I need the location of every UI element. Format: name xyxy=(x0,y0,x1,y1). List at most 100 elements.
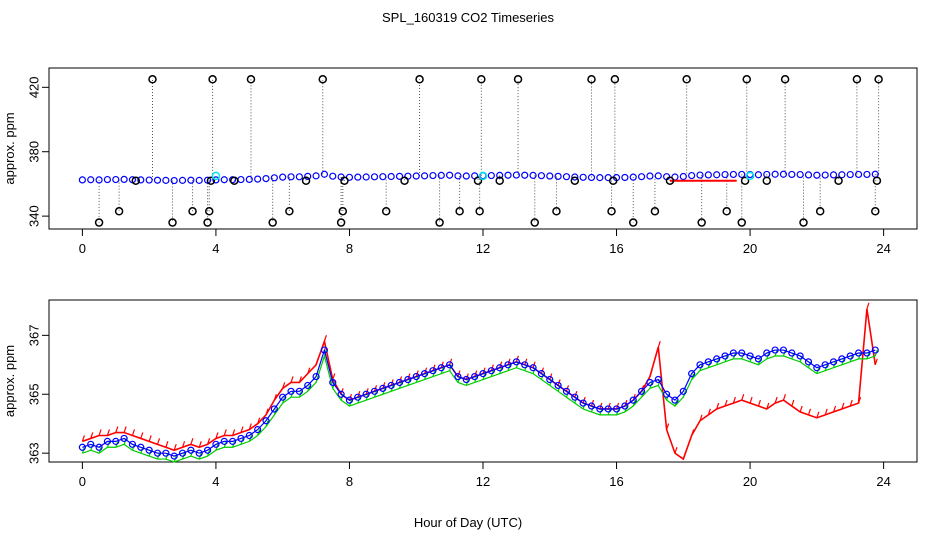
point-blue xyxy=(287,387,295,395)
spike-point xyxy=(762,176,772,185)
point-red xyxy=(106,429,110,436)
point-red xyxy=(774,396,778,404)
baseline-point xyxy=(295,173,303,181)
point-blue xyxy=(846,352,854,360)
bottom-y-tick-label: 365 xyxy=(26,383,41,405)
baseline-point xyxy=(78,176,86,184)
baseline-point xyxy=(420,172,429,180)
spike-point xyxy=(650,207,660,216)
baseline-point xyxy=(95,176,103,184)
spike-point xyxy=(415,75,424,84)
baseline-point xyxy=(863,170,871,179)
point-blue xyxy=(771,346,779,354)
baseline-point xyxy=(220,176,228,184)
x-axis-label: Hour of Day (UTC) xyxy=(414,515,522,530)
baseline-point xyxy=(838,171,846,179)
bottom-y-tick-label: 363 xyxy=(26,442,41,464)
point-blue xyxy=(804,358,813,366)
point-blue xyxy=(437,364,445,372)
baseline-point xyxy=(713,171,721,179)
flag-point xyxy=(745,171,755,181)
point-red xyxy=(791,399,795,407)
point-red xyxy=(841,402,845,410)
point-blue xyxy=(270,405,278,413)
point-blue xyxy=(112,437,120,445)
point-blue xyxy=(162,449,170,457)
point-blue xyxy=(813,364,821,372)
point-blue xyxy=(345,396,354,404)
point-red xyxy=(682,452,686,460)
baseline-point xyxy=(270,174,278,182)
baseline-point xyxy=(546,172,554,180)
point-red xyxy=(207,438,211,445)
point-blue xyxy=(295,387,303,395)
baseline-point xyxy=(679,172,687,181)
point-blue xyxy=(637,387,646,395)
point-blue xyxy=(821,361,829,369)
point-red xyxy=(766,402,770,410)
baseline-point xyxy=(195,176,203,184)
point-blue xyxy=(871,346,879,354)
spike-point xyxy=(815,207,825,216)
point-red xyxy=(156,438,161,445)
point-blue xyxy=(78,443,86,451)
top-x-tick-label: 12 xyxy=(476,241,490,256)
point-blue xyxy=(479,370,487,378)
point-red xyxy=(732,396,736,404)
point-blue xyxy=(587,402,596,410)
figure-title: SPL_160319 CO2 Timeseries xyxy=(382,10,554,25)
point-red xyxy=(282,382,286,389)
point-blue xyxy=(362,390,370,398)
point-red xyxy=(849,399,853,407)
baseline-point xyxy=(738,170,746,179)
point-blue xyxy=(170,452,178,460)
point-red xyxy=(824,408,828,416)
point-red xyxy=(691,429,695,436)
spike-point xyxy=(513,75,523,84)
baseline-point xyxy=(312,172,320,180)
spike-point xyxy=(268,218,277,227)
point-red xyxy=(749,396,753,404)
point-blue xyxy=(412,372,420,381)
baseline-point xyxy=(571,173,579,181)
point-blue xyxy=(212,440,220,448)
spike-point xyxy=(871,207,880,216)
spike-point xyxy=(168,218,177,227)
point-blue xyxy=(579,399,587,407)
point-blue xyxy=(128,440,137,448)
point-blue xyxy=(462,375,470,384)
top-y-tick-label: 380 xyxy=(26,141,41,163)
point-blue xyxy=(612,405,621,413)
point-blue xyxy=(571,393,579,401)
point-blue xyxy=(329,378,337,387)
bottom-x-tick-label: 16 xyxy=(609,474,623,489)
spike-point xyxy=(230,176,239,185)
bottom-x-tick-label: 4 xyxy=(212,474,219,489)
spike-point xyxy=(318,75,328,84)
series-line-green xyxy=(82,353,876,463)
point-red xyxy=(265,408,269,416)
point-blue xyxy=(103,437,112,445)
point-red xyxy=(724,399,728,407)
point-blue xyxy=(696,361,704,369)
point-red xyxy=(232,429,236,436)
spike-point xyxy=(682,75,691,84)
baseline-point xyxy=(412,172,420,180)
bottom-panel: 0 4 8 12 16 20 24 363 365 367 approx. ppm xyxy=(2,299,918,489)
top-x-tick-label: 4 xyxy=(212,241,219,256)
spike-point xyxy=(148,75,157,84)
baseline-point xyxy=(112,175,120,184)
baseline-point xyxy=(813,171,821,179)
spike-point xyxy=(610,75,620,84)
baseline-point xyxy=(821,171,829,179)
spike-point xyxy=(665,176,675,185)
point-red xyxy=(90,432,94,439)
point-red xyxy=(148,435,152,442)
point-red xyxy=(131,429,136,436)
baseline-point xyxy=(529,171,537,179)
spike-point xyxy=(552,207,561,216)
point-blue xyxy=(454,372,462,381)
spike-point xyxy=(608,176,618,185)
point-blue xyxy=(87,440,95,448)
spike-point xyxy=(131,176,141,185)
